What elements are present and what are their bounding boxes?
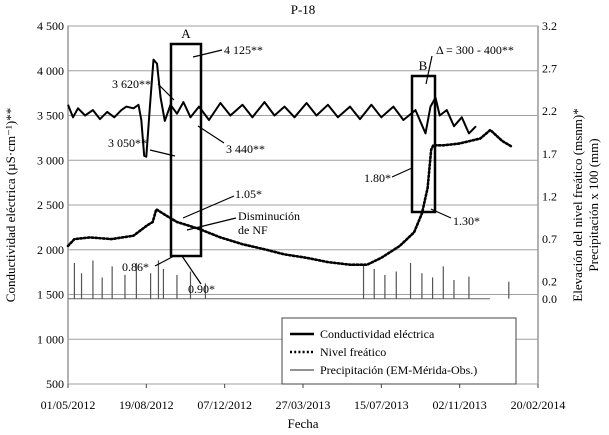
- arrow-nf: [186, 217, 237, 231]
- y-left-tick-label: 2 000: [37, 243, 64, 257]
- line-series: [66, 58, 514, 267]
- highlight-boxes: [169, 42, 437, 258]
- x-tick-label: 27/03/2013: [276, 398, 331, 412]
- y-left-tick-label: 1 500: [37, 288, 64, 302]
- y-left-tick-label: 500: [46, 377, 64, 391]
- nivel-freatico-line: [66, 128, 514, 267]
- annotation-090: 0.90*: [188, 282, 215, 296]
- chart-title: P-18: [291, 2, 316, 17]
- arrow-090: [181, 255, 202, 285]
- annotation-086: 0.86*: [122, 260, 149, 274]
- legend: Conductividad eléctrica Nivel freático P…: [281, 317, 517, 385]
- y-right-tick-label: 0.0: [542, 292, 557, 306]
- x-axis-label: Fecha: [287, 416, 318, 431]
- annotation-3620: 3 620**: [112, 77, 151, 91]
- box-a-label: A: [181, 26, 191, 41]
- y-axis-left-label: Conductividad eléctrica (µS·cm⁻¹)**: [3, 108, 18, 302]
- x-tick-label: 07/12/2012: [197, 398, 252, 412]
- legend-label-nivel: Nivel freático: [320, 345, 386, 359]
- annotation-de-nf: de NF: [238, 223, 268, 237]
- arrow-4125: [192, 49, 223, 58]
- y-left-tick-label: 3 000: [37, 153, 64, 167]
- y-right-tick-label: 0.7: [542, 232, 557, 246]
- y-right-tick-label: 2.2: [542, 104, 557, 118]
- annotation-180: 1.80*: [364, 171, 391, 185]
- annotation-3050: 3 050**: [108, 136, 147, 150]
- y-axis-right-label-1: Elevación del nivel freático (msnm)*: [570, 108, 585, 301]
- annotation-130: 1.30*: [453, 214, 480, 228]
- y-right-tick-label: 0.2: [542, 275, 557, 289]
- y-axis-right-ticks: 0.0 0.2 0.7 1.2 1.7 2.2 2.7 3.2: [542, 19, 557, 306]
- y-axis-left-ticks: 500 1 000 1 500 2 000 2 500 3 000 3 500 4 000 4 …: [37, 19, 64, 391]
- arrow-105: [182, 195, 235, 219]
- annotations: [149, 49, 452, 285]
- annotation-3440: 3 440**: [226, 142, 265, 156]
- annotation-labels: A B 3 620** 3 050** 4 125** 3 440** 1.05…: [108, 26, 514, 296]
- y-right-tick-label: 1.2: [542, 189, 557, 203]
- arrow-130: [430, 208, 452, 219]
- conductividad-line: [67, 58, 477, 158]
- x-tick-label: 20/02/2014: [511, 398, 566, 412]
- box-b: [410, 74, 437, 214]
- precipitation-series: [68, 260, 510, 300]
- y-right-tick-label: 2.7: [542, 62, 557, 76]
- arrow-180: [391, 167, 413, 178]
- legend-box: [281, 317, 517, 385]
- y-left-tick-label: 4 000: [37, 64, 64, 78]
- y-axis-right-label-2: Precipitación x 100 (mm): [586, 138, 601, 271]
- arrow-delta: [425, 55, 433, 85]
- box-b-label: B: [419, 58, 428, 73]
- annotation-4125: 4 125**: [224, 43, 263, 57]
- y-left-tick-label: 1 000: [37, 332, 64, 346]
- legend-label-precipitacion: Precipitación (EM-Mérida-Obs.): [320, 363, 477, 377]
- x-tick-label: 01/05/2012: [41, 398, 96, 412]
- arrow-3620: [157, 83, 175, 101]
- x-tick-label: 02/11/2013: [433, 398, 487, 412]
- y-left-tick-label: 4 500: [37, 19, 64, 33]
- y-left-tick-label: 2 500: [37, 198, 64, 212]
- annotation-105: 1.05*: [235, 187, 262, 201]
- legend-label-conductividad: Conductividad eléctrica: [320, 327, 435, 341]
- x-tick-label: 15/07/2013: [354, 398, 409, 412]
- x-tick-label: 19/08/2012: [119, 398, 174, 412]
- x-axis-ticks: 01/05/2012 19/08/2012 07/12/2012 27/03/2013…: [41, 384, 566, 412]
- y-right-tick-label: 1.7: [542, 147, 557, 161]
- y-left-tick-label: 3 500: [37, 109, 64, 123]
- annotation-disminucion: Disminución: [238, 209, 300, 223]
- arrow-3050: [149, 149, 176, 157]
- annotation-delta: Δ = 300 - 400**: [436, 43, 514, 57]
- arrow-086: [154, 255, 175, 267]
- box-a: [169, 42, 203, 258]
- arrow-3440: [197, 125, 225, 144]
- y-right-tick-label: 3.2: [542, 19, 557, 33]
